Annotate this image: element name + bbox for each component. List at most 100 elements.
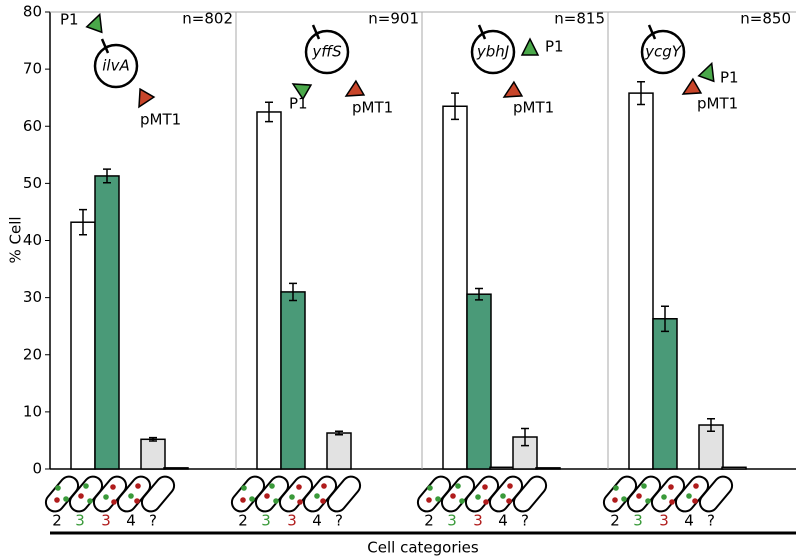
gene-name: ybhJ <box>476 43 509 61</box>
cell-dot <box>78 493 84 499</box>
cell-icon <box>512 475 548 513</box>
error-bar <box>335 430 343 436</box>
y-tick-label: 80 <box>23 3 42 21</box>
error-bar <box>289 282 297 302</box>
gene-circle <box>304 29 350 75</box>
locus-mark <box>647 24 657 40</box>
category-label: 3 <box>261 512 271 530</box>
bar <box>140 438 166 470</box>
cell-dot <box>692 498 698 504</box>
y-tick-label: 50 <box>23 174 42 192</box>
cell-dot <box>273 498 279 504</box>
cell-icon <box>602 475 638 513</box>
cell-icon <box>254 475 290 513</box>
bar <box>70 221 96 470</box>
category-label: 2 <box>52 512 62 530</box>
gene-name: ilvA <box>102 57 129 75</box>
cell-icon <box>698 475 734 513</box>
error-bar <box>79 208 87 236</box>
category-label: 3 <box>101 512 111 530</box>
gene-circle <box>470 29 516 75</box>
y-tick-label: 60 <box>23 117 42 135</box>
category-label: 2 <box>424 512 434 530</box>
cell-icon <box>68 475 104 513</box>
error-bar <box>707 417 715 433</box>
error-bar <box>521 427 529 447</box>
cell-icon <box>302 475 338 513</box>
cell-dot <box>693 483 699 489</box>
locus-mark <box>100 38 110 54</box>
cell-dot <box>612 497 618 503</box>
cell-dot <box>507 483 513 489</box>
promoter-label: P1 <box>720 69 739 87</box>
cell-dot <box>87 498 93 504</box>
locus-mark <box>311 24 321 40</box>
sample-size: n=802 <box>182 10 233 28</box>
cell-icon <box>674 475 710 513</box>
promoter-label: P1 <box>289 95 308 113</box>
plasmid-label: pMT1 <box>140 111 181 129</box>
gene-name: yffS <box>311 43 342 61</box>
cell-icon <box>488 475 524 513</box>
category-label: ? <box>521 512 529 530</box>
category-label: 3 <box>633 512 643 530</box>
promoter-arrow <box>520 37 540 56</box>
cell-icon <box>326 475 362 513</box>
error-bar <box>451 92 459 121</box>
category-label: 3 <box>473 512 483 530</box>
cell-dot <box>450 493 456 499</box>
category-label: ? <box>335 512 343 530</box>
y-tick-label: 0 <box>32 460 42 478</box>
plasmid-label: pMT1 <box>352 99 393 117</box>
cell-dot <box>240 497 246 503</box>
cell-dot <box>506 498 512 504</box>
error-bar <box>149 436 157 442</box>
cell-dot <box>55 485 61 491</box>
cell-icon <box>416 475 452 513</box>
y-tick-label: 70 <box>23 60 42 78</box>
cell-dot <box>289 494 295 500</box>
cell-dot <box>63 496 69 502</box>
gene-circle <box>93 43 139 89</box>
sample-size: n=815 <box>554 10 605 28</box>
promoter-arrow <box>138 87 156 109</box>
sample-size: n=850 <box>740 10 791 28</box>
cell-dot <box>321 483 327 489</box>
cell-icon <box>626 475 662 513</box>
category-label: 3 <box>659 512 669 530</box>
y-tick-label: 40 <box>23 231 42 249</box>
cell-dot <box>613 485 619 491</box>
cell-dot <box>296 484 302 490</box>
promoter-arrow <box>344 79 366 97</box>
bar <box>94 175 120 470</box>
cell-dot <box>645 498 651 504</box>
bar <box>163 467 189 470</box>
gene-circle <box>640 29 686 75</box>
bar <box>721 466 747 470</box>
cell-icon <box>278 475 314 513</box>
cell-dot <box>475 494 481 500</box>
cell-dot <box>54 497 60 503</box>
category-label: 4 <box>312 512 322 530</box>
bar <box>256 111 282 470</box>
cell-icon <box>116 475 152 513</box>
cell-dot <box>435 496 441 502</box>
cell-dot <box>427 485 433 491</box>
plasmid-label: pMT1 <box>513 99 554 117</box>
category-label: 4 <box>684 512 694 530</box>
category-label: ? <box>149 512 157 530</box>
bar <box>535 467 561 470</box>
cell-dot <box>269 483 275 489</box>
category-label: 3 <box>75 512 85 530</box>
cell-dot <box>83 483 89 489</box>
bar <box>280 291 306 470</box>
bar <box>326 432 352 470</box>
cell-dot <box>103 494 109 500</box>
promoter-label: P1 <box>545 38 564 56</box>
cell-dot <box>111 499 117 505</box>
cell-dot <box>135 483 141 489</box>
error-bar <box>265 101 273 123</box>
cell-dot <box>320 498 326 504</box>
cell-dot <box>686 493 692 499</box>
cell-dot <box>264 493 270 499</box>
